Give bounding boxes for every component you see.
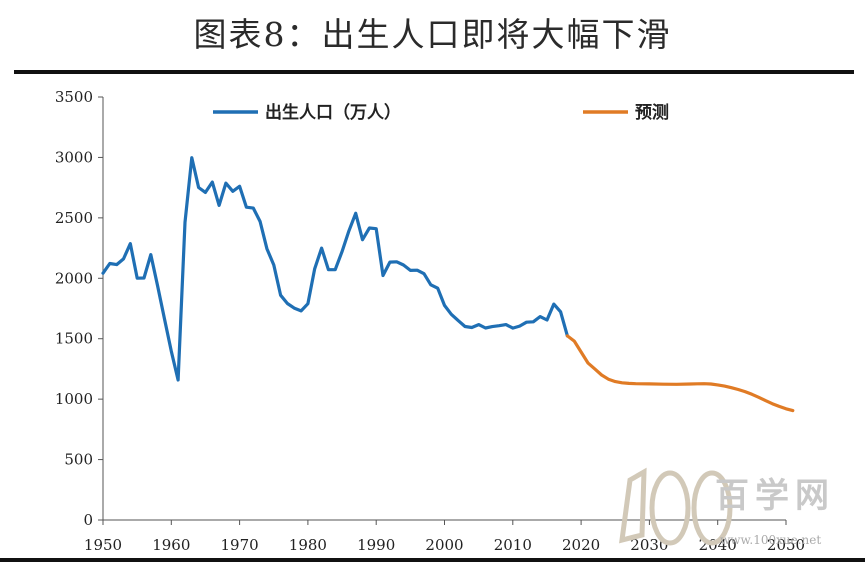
y-tick-label: 0 <box>83 511 93 529</box>
y-tick-label: 2500 <box>55 209 93 227</box>
x-tick-label: 2050 <box>767 536 805 554</box>
watermark-logo-icon <box>619 467 733 546</box>
x-tick-label: 2010 <box>494 536 532 554</box>
y-tick-label: 2000 <box>55 269 93 287</box>
x-tick-label: 1990 <box>357 536 395 554</box>
x-tick-label: 2000 <box>425 536 463 554</box>
legend-label-births: 出生人口（万人） <box>265 102 401 123</box>
x-tick-label: 1980 <box>289 536 327 554</box>
legend-label-forecast: 预测 <box>635 102 669 123</box>
watermark-url: www.100xue.net <box>720 533 822 547</box>
y-tick-label: 1500 <box>55 330 93 348</box>
y-tick-label: 1000 <box>55 390 93 408</box>
series-line-births <box>101 156 569 382</box>
y-tick-label: 3500 <box>55 88 93 106</box>
x-tick-label: 2030 <box>630 536 668 554</box>
x-tick-label: 1970 <box>221 536 259 554</box>
series-line-forecast <box>565 334 795 413</box>
x-tick-label: 1950 <box>84 536 122 554</box>
x-tick-label: 1960 <box>152 536 190 554</box>
y-tick-label: 3000 <box>55 148 93 166</box>
chart-title: 图表8：出生人口即将大幅下滑 <box>193 15 672 54</box>
x-tick-label: 2020 <box>562 536 600 554</box>
bottom-divider <box>0 558 865 562</box>
title-divider <box>14 70 854 74</box>
y-tick-label: 500 <box>64 451 93 469</box>
watermark-brand: 百学网 <box>715 476 835 516</box>
